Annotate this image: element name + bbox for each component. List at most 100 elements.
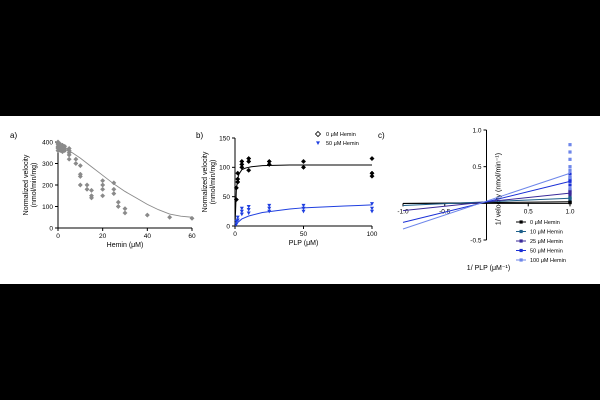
a-data-point bbox=[115, 203, 121, 210]
b-data-point bbox=[370, 202, 374, 206]
b-data-point bbox=[239, 212, 244, 217]
a-data-point bbox=[66, 156, 72, 162]
a-data-point bbox=[144, 212, 150, 218]
b-data-point bbox=[301, 206, 306, 211]
c-legend-label: 50 μM Hemin bbox=[530, 249, 563, 255]
b-data-point bbox=[301, 209, 306, 214]
b-data-point bbox=[267, 206, 272, 211]
figure-panel: a) 0 20 40 60 0 100 200 300 400 Normalized velocit… bbox=[0, 116, 600, 284]
a-y-tick-label: 200 bbox=[42, 182, 53, 189]
a-y-tick-label: 0 bbox=[49, 225, 53, 232]
a-data-point bbox=[62, 148, 68, 154]
c-data-point bbox=[568, 178, 572, 182]
b-data-point bbox=[370, 206, 374, 211]
b-fit-line bbox=[234, 164, 372, 227]
b-data-point bbox=[239, 209, 244, 214]
panel-c-label: c) bbox=[378, 131, 385, 140]
a-data-point bbox=[100, 182, 106, 188]
b-y-tick-label: 50 bbox=[223, 194, 231, 201]
b-data-point bbox=[235, 176, 241, 182]
c-legend-marker bbox=[519, 229, 523, 234]
b-x-axis-label: PLP (μM) bbox=[289, 240, 319, 247]
b-data-point bbox=[267, 203, 272, 208]
c-data-point bbox=[568, 200, 572, 205]
a-data-point bbox=[115, 199, 121, 205]
c-y-axis-label: 1/ velocity (nmol/min⁻¹) bbox=[496, 153, 503, 225]
b-x-tick-label: 0 bbox=[233, 231, 237, 238]
panel-b-label: b) bbox=[196, 131, 203, 140]
b-data-point bbox=[239, 158, 245, 165]
c-data-point bbox=[568, 165, 572, 169]
a-data-point bbox=[189, 215, 195, 221]
a-x-tick-label: 60 bbox=[188, 233, 196, 240]
b-fit-line bbox=[234, 204, 373, 227]
a-data-point bbox=[77, 182, 83, 188]
c-legend-label: 25 μM Hemin bbox=[530, 239, 563, 245]
b-y-tick-label: 0 bbox=[226, 223, 230, 230]
b-y-tick-label: 150 bbox=[219, 135, 230, 142]
c-data-point bbox=[568, 157, 572, 161]
b-data-point bbox=[239, 206, 244, 211]
b-data-point bbox=[246, 167, 252, 173]
b-legend-marker bbox=[314, 130, 322, 138]
c-data-point bbox=[568, 191, 572, 195]
a-data-point bbox=[100, 186, 106, 192]
a-data-point bbox=[88, 187, 95, 193]
b-data-point bbox=[235, 170, 241, 176]
c-data-point bbox=[568, 176, 572, 180]
c-data-point bbox=[568, 143, 572, 147]
b-data-point bbox=[369, 173, 375, 179]
b-legend-label: 0 μM Hemin bbox=[326, 132, 356, 138]
b-y-axis-label-line: (nmol/min/mg) bbox=[210, 160, 217, 205]
a-y-tick-label: 300 bbox=[42, 161, 53, 168]
c-data-point bbox=[568, 172, 572, 176]
b-legend-label: 50 μM Hemin bbox=[326, 141, 359, 147]
b-data-point bbox=[246, 207, 251, 212]
b-data-point bbox=[370, 209, 374, 214]
b-data-point bbox=[267, 209, 272, 214]
a-y-tick-label: 400 bbox=[42, 139, 53, 146]
panel-a-label: a) bbox=[10, 131, 17, 140]
a-x-tick-label: 20 bbox=[99, 233, 107, 240]
c-data-point bbox=[568, 196, 572, 200]
b-data-point bbox=[300, 164, 307, 170]
b-data-point bbox=[239, 161, 245, 167]
c-legend-marker bbox=[519, 248, 523, 253]
c-legend-label: 10 μM Hemin bbox=[530, 230, 563, 236]
c-data-point bbox=[568, 150, 572, 154]
b-data-point bbox=[369, 155, 375, 162]
b-data-point bbox=[246, 205, 251, 209]
b-data-point bbox=[301, 203, 306, 208]
c-data-point bbox=[568, 168, 572, 172]
b-data-point bbox=[233, 197, 239, 203]
b-y-tick-label: 100 bbox=[219, 165, 230, 172]
a-data-point bbox=[111, 191, 117, 197]
b-data-point bbox=[233, 185, 239, 191]
c-fit-line bbox=[402, 172, 571, 230]
c-legend-marker bbox=[519, 220, 523, 224]
a-x-axis-label: Hemin (μM) bbox=[107, 242, 144, 249]
a-y-tick-label: 100 bbox=[42, 204, 53, 211]
a-data-point bbox=[73, 160, 79, 167]
c-x-tick-label: -1.0 bbox=[397, 208, 409, 215]
b-data-point bbox=[235, 218, 240, 223]
a-fit-line bbox=[57, 143, 193, 218]
a-data-point bbox=[84, 182, 90, 188]
b-data-point bbox=[246, 158, 252, 165]
c-legend-marker bbox=[519, 239, 523, 243]
b-data-point bbox=[246, 211, 251, 216]
b-data-point bbox=[234, 222, 239, 227]
a-data-point bbox=[111, 180, 117, 186]
c-fit-line bbox=[402, 201, 571, 205]
figure-svg: a) 0 20 40 60 0 100 200 300 400 Normalized velocit… bbox=[10, 127, 575, 272]
b-data-point bbox=[300, 158, 307, 165]
c-legend-marker bbox=[519, 258, 523, 262]
a-data-point bbox=[88, 195, 95, 201]
c-fit-line bbox=[402, 180, 571, 223]
b-x-tick-label: 100 bbox=[367, 231, 378, 238]
a-data-point bbox=[100, 178, 106, 184]
b-legend-marker bbox=[316, 141, 320, 145]
a-x-tick-label: 0 bbox=[56, 233, 60, 240]
a-data-point bbox=[111, 186, 117, 192]
c-data-point bbox=[568, 187, 572, 191]
